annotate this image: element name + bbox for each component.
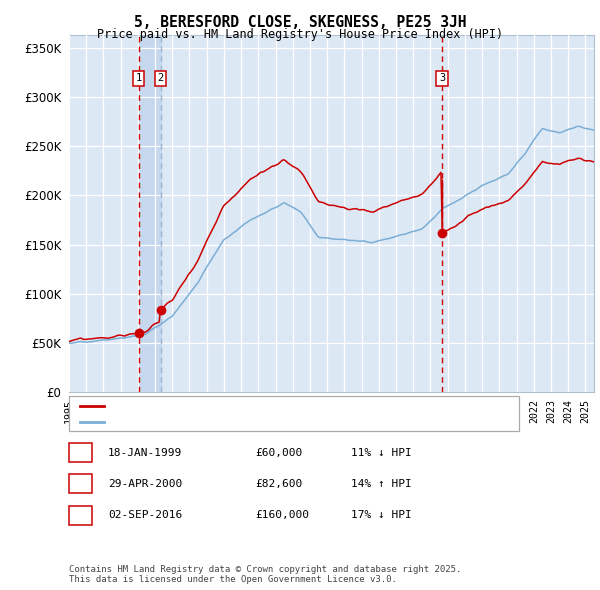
Text: 3: 3 [77,510,84,520]
Bar [139,35,161,392]
Text: Contains HM Land Registry data © Crown copyright and database right 2025.
This d: Contains HM Land Registry data © Crown c… [69,565,461,584]
Text: 3: 3 [439,73,445,83]
Text: Price paid vs. HM Land Registry's House Price Index (HPI): Price paid vs. HM Land Registry's House … [97,28,503,41]
Text: 17% ↓ HPI: 17% ↓ HPI [351,510,412,520]
Text: 2: 2 [158,73,164,83]
Text: 29-APR-2000: 29-APR-2000 [108,479,182,489]
Text: 14% ↑ HPI: 14% ↑ HPI [351,479,412,489]
Text: 2: 2 [77,479,84,489]
Text: 5, BERESFORD CLOSE, SKEGNESS, PE25 3JH: 5, BERESFORD CLOSE, SKEGNESS, PE25 3JH [134,15,466,30]
Text: 02-SEP-2016: 02-SEP-2016 [108,510,182,520]
Text: 1: 1 [136,73,142,83]
Text: £60,000: £60,000 [255,448,302,458]
Text: HPI: Average price, detached house, East Lindsey: HPI: Average price, detached house, East… [108,417,420,427]
Text: 11% ↓ HPI: 11% ↓ HPI [351,448,412,458]
Text: £82,600: £82,600 [255,479,302,489]
Text: 1: 1 [77,448,84,458]
Text: 18-JAN-1999: 18-JAN-1999 [108,448,182,458]
Text: 5, BERESFORD CLOSE, SKEGNESS, PE25 3JH (detached house): 5, BERESFORD CLOSE, SKEGNESS, PE25 3JH (… [108,401,466,411]
Text: £160,000: £160,000 [255,510,309,520]
